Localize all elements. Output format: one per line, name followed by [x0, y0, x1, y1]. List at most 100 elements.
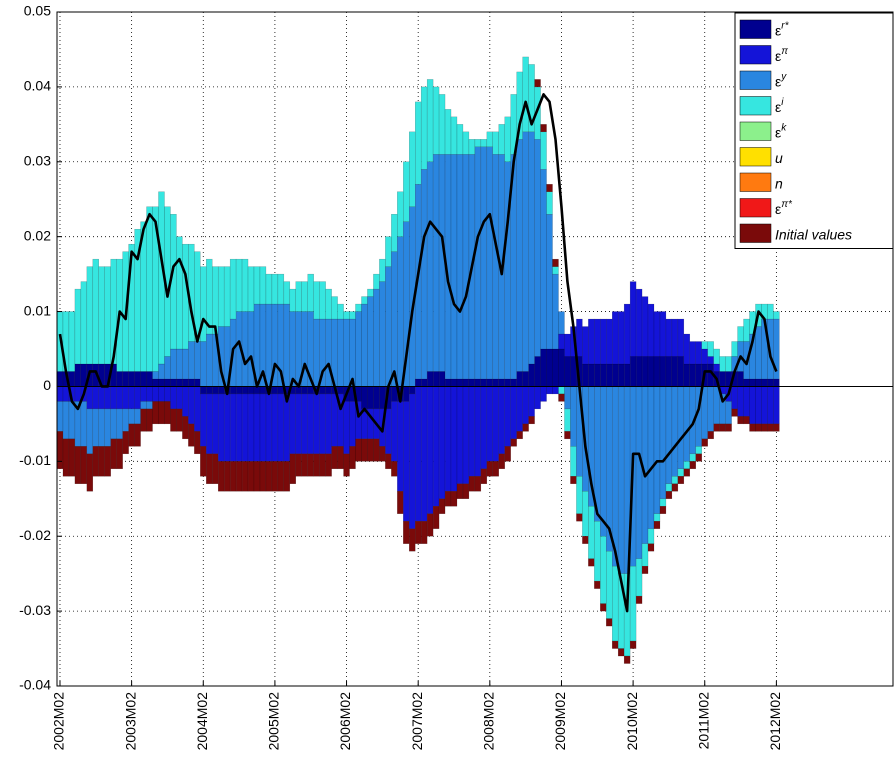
bar-segment — [420, 169, 428, 380]
bar-segment — [289, 288, 296, 312]
bar-segment — [713, 348, 720, 365]
bar-segment — [737, 386, 744, 417]
bar-segment — [761, 378, 768, 387]
bar-segment — [558, 311, 565, 335]
bar-segment — [176, 408, 183, 432]
bar-segment — [217, 386, 225, 395]
bar-segment — [146, 371, 153, 387]
bar-segment — [629, 356, 637, 387]
bar-segment — [612, 640, 619, 649]
bar-segment — [247, 266, 255, 312]
bar-segment — [301, 281, 308, 312]
bar-segment — [164, 401, 171, 425]
legend-swatch — [739, 45, 772, 65]
bar-segment — [110, 408, 117, 440]
legend-label: n — [775, 176, 783, 192]
bar-segment — [98, 446, 105, 477]
bar-segment — [164, 386, 171, 402]
bar-segment — [403, 386, 410, 402]
bar-segment — [235, 258, 243, 312]
bar-segment — [313, 281, 320, 320]
bar-segment — [134, 423, 141, 447]
bar-segment — [420, 86, 428, 170]
bar-segment — [504, 386, 511, 447]
bar-segment — [420, 386, 428, 522]
bar-segment — [355, 311, 362, 387]
bar-segment — [552, 258, 559, 267]
bar-segment — [409, 393, 416, 529]
bar-segment — [122, 386, 129, 410]
bar-segment — [677, 318, 685, 357]
bar-segment — [617, 363, 625, 387]
bar-segment — [612, 363, 619, 387]
bar-segment — [152, 371, 159, 380]
bar-segment — [641, 356, 649, 387]
bar-segment — [504, 378, 511, 387]
bar-segment — [456, 124, 464, 155]
bar-segment — [212, 453, 219, 485]
bar-segment — [683, 333, 691, 365]
bar-segment — [677, 386, 685, 470]
bar-segment — [391, 386, 398, 402]
bar-segment — [528, 131, 535, 365]
bar-segment — [749, 423, 756, 432]
bar-segment — [235, 461, 243, 492]
bar-segment — [450, 386, 458, 492]
bar-segment — [558, 393, 565, 402]
bar-segment — [343, 453, 350, 477]
legend-sup: i — [781, 97, 784, 108]
bar-segment — [349, 446, 356, 470]
bar-segment — [504, 446, 511, 462]
bar-segment — [498, 124, 505, 155]
bar-segment — [92, 446, 99, 477]
bar-segment — [426, 513, 434, 537]
bar-segment — [707, 386, 714, 432]
bar-segment — [253, 266, 261, 305]
bar-segment — [80, 281, 88, 365]
bar-segment — [307, 453, 314, 477]
bar-segment — [432, 371, 440, 387]
bar-segment — [289, 453, 296, 485]
bar-segment — [319, 393, 326, 455]
bar-segment — [671, 476, 679, 484]
bar-segment — [653, 311, 661, 357]
bar-segment — [62, 438, 70, 477]
y-tick-label: 0 — [43, 377, 51, 393]
bar-segment — [689, 363, 696, 387]
bar-segment — [235, 386, 243, 395]
bar-segment — [253, 393, 261, 462]
bar-segment — [564, 356, 571, 387]
bar-segment — [629, 565, 637, 642]
bar-segment — [92, 258, 99, 365]
bar-segment — [128, 423, 135, 447]
bar-segment — [182, 386, 189, 417]
bar-segment — [468, 386, 476, 477]
bar-segment — [98, 266, 105, 365]
bar-segment — [56, 401, 64, 432]
bar-segment — [188, 378, 195, 387]
legend-name: n — [775, 176, 783, 192]
bar-segment — [253, 461, 261, 492]
bar-segment — [426, 161, 434, 372]
bar-segment — [761, 386, 768, 425]
bar-segment — [426, 371, 434, 387]
bar-segment — [695, 453, 702, 462]
bar-segment — [606, 618, 613, 627]
bar-segment — [600, 363, 607, 387]
bar-segment — [564, 333, 571, 357]
bar-segment — [247, 393, 255, 462]
bar-segment — [528, 416, 535, 425]
bar-segment — [474, 139, 482, 148]
bar-segment — [229, 386, 237, 395]
bar-segment — [695, 446, 702, 455]
bar-segment — [104, 408, 111, 447]
bar-segment — [725, 356, 732, 372]
bar-segment — [767, 386, 774, 425]
bar-segment — [325, 393, 332, 455]
bar-segment — [725, 401, 732, 425]
y-tick-label: -0.03 — [19, 602, 51, 618]
bar-segment — [755, 423, 762, 432]
bar-segment — [80, 401, 88, 447]
legend-swatch — [739, 172, 772, 192]
bar-segment — [128, 371, 135, 387]
